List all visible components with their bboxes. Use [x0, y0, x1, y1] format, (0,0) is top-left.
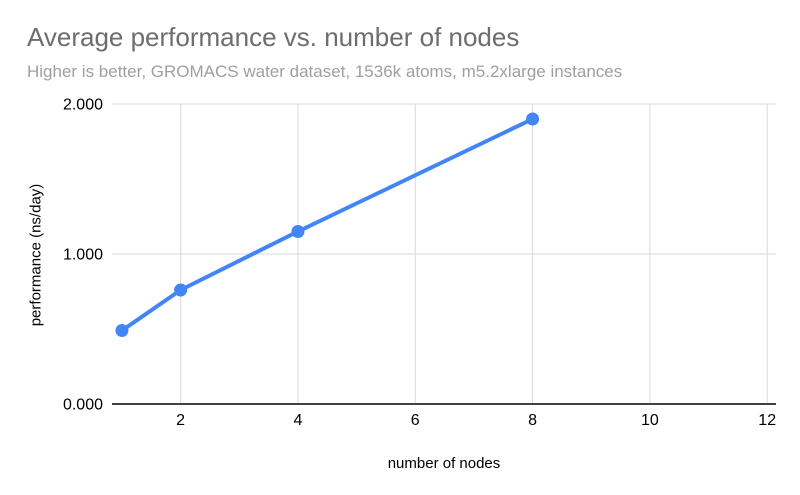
series-line [119, 117, 535, 333]
y-tick-label: 0.000 [63, 397, 103, 414]
data-point [291, 225, 305, 238]
x-tick-label: 10 [641, 412, 659, 429]
x-tick-label: 8 [528, 412, 537, 429]
x-tick-label: 4 [293, 412, 302, 429]
y-tick-label: 1.000 [63, 247, 103, 264]
y-tick-label: 2.000 [63, 97, 103, 114]
x-tick-label: 2 [176, 412, 185, 429]
y-axis-title: performance (ns/day) [27, 183, 45, 327]
data-point [115, 324, 129, 337]
x-tick-label: 12 [758, 412, 776, 429]
data-point [174, 283, 188, 297]
x-axis-title: number of nodes [387, 455, 501, 472]
data-point [526, 112, 540, 126]
chart-title: Average performance vs. number of nodes [27, 22, 520, 52]
chart-subtitle: Higher is better, GROMACS water dataset,… [27, 62, 623, 81]
x-tick-label: 6 [411, 412, 420, 429]
